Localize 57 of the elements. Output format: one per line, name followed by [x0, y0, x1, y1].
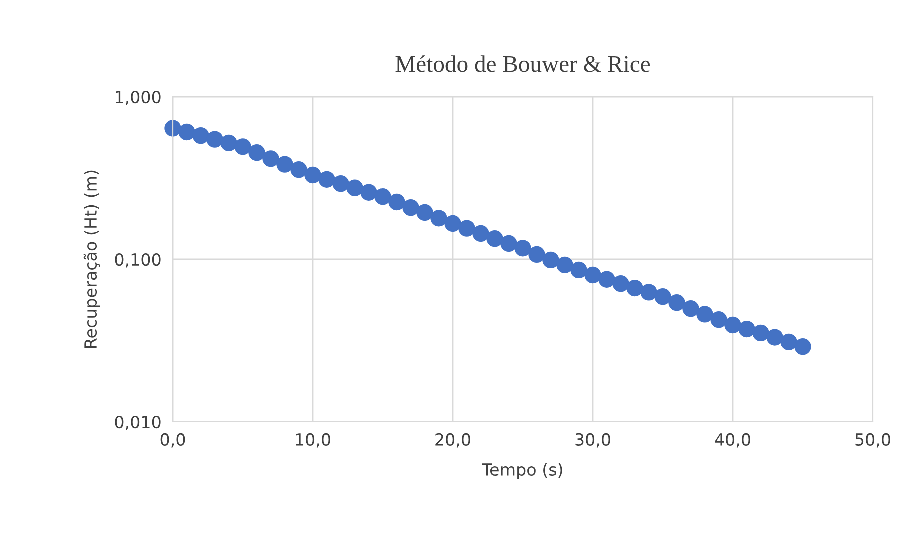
chart-title: Método de Bouwer & Rice [396, 56, 650, 72]
point [458, 220, 476, 237]
point [654, 288, 672, 306]
point [668, 294, 686, 312]
x-tick-label: 30,0 [576, 433, 610, 448]
point [374, 188, 392, 206]
y-tick-label: 0,010 [115, 416, 161, 430]
point [570, 262, 588, 279]
x-axis-title: Tempo (s) [482, 463, 562, 480]
point [444, 215, 462, 232]
point [220, 134, 238, 152]
y-tick-label: 0,100 [115, 253, 161, 268]
point [290, 162, 308, 178]
point [416, 204, 434, 222]
y-axis-title: Recuperação (Ht) (m) [84, 170, 100, 348]
point [556, 256, 574, 274]
point [500, 235, 518, 252]
point [710, 312, 728, 328]
point [206, 131, 224, 148]
point [304, 166, 322, 184]
point [738, 320, 756, 338]
x-tick-label: 10,0 [296, 433, 330, 448]
point [696, 306, 714, 323]
point [528, 246, 546, 264]
point [234, 138, 252, 156]
point [598, 271, 616, 288]
point [486, 230, 504, 248]
point [794, 338, 812, 356]
x-tick-label: 20,0 [436, 433, 470, 448]
point [640, 284, 658, 301]
point [346, 180, 364, 196]
point [332, 176, 350, 192]
point [766, 329, 784, 346]
point [388, 194, 406, 211]
point [248, 144, 266, 162]
point [360, 184, 378, 201]
point [612, 276, 630, 292]
point [192, 127, 210, 144]
point [472, 225, 490, 242]
point [626, 280, 644, 297]
x-tick-label: 50,0 [856, 433, 890, 448]
point [780, 334, 798, 350]
x-tick-label: 0,0 [160, 433, 186, 448]
point [542, 252, 560, 269]
point [584, 266, 602, 284]
point [514, 240, 532, 257]
point [752, 324, 770, 342]
point [430, 210, 448, 227]
point [724, 316, 742, 334]
point [318, 171, 336, 188]
point [178, 124, 196, 141]
point [682, 300, 700, 318]
x-tick-label: 40,0 [715, 433, 750, 448]
point [262, 150, 280, 168]
point [402, 199, 420, 216]
y-tick-label: 1,000 [116, 90, 161, 106]
point [276, 156, 294, 173]
